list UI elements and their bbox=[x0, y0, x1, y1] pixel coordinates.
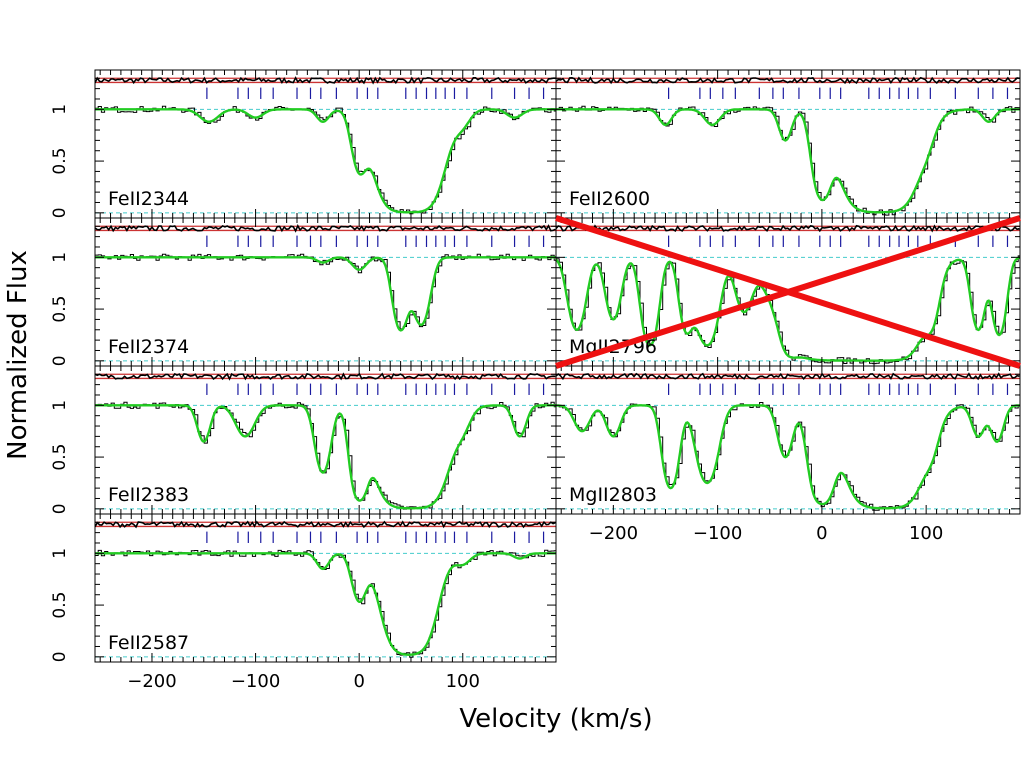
residual-trace bbox=[95, 76, 556, 85]
panel-label: FeII2587 bbox=[108, 632, 189, 654]
model-fit-line bbox=[556, 256, 1020, 362]
y-tick-label: 0 bbox=[50, 503, 70, 514]
x-tick-label: 0 bbox=[816, 523, 827, 544]
residual-trace bbox=[556, 224, 1020, 233]
x-tick-label: 0 bbox=[353, 671, 364, 692]
x-tick-label: −200 bbox=[127, 671, 176, 692]
panel-feii2383: 0 0.5 1 FeII2383 bbox=[50, 365, 557, 515]
model-fit-line bbox=[556, 108, 1020, 214]
y-tick-label: 0 bbox=[50, 651, 70, 662]
x-tick-label: −100 bbox=[693, 523, 742, 544]
panel-plot-area bbox=[95, 520, 556, 658]
residual-trace bbox=[95, 520, 556, 529]
cross-out-layer bbox=[555, 215, 1021, 369]
model-fit-line bbox=[95, 256, 556, 332]
data-spectrum bbox=[95, 253, 556, 330]
cross-out-stroke bbox=[555, 215, 1021, 369]
y-tick-label: 0 bbox=[50, 355, 70, 366]
model-fit-line bbox=[95, 552, 556, 657]
y-tick-label: 1 bbox=[50, 548, 70, 559]
panel-feii2344: 0 0.5 1 FeII2344 bbox=[50, 69, 557, 219]
x-tick-label: 100 bbox=[446, 671, 480, 692]
residual-trace bbox=[556, 372, 1020, 381]
y-tick-label: 1 bbox=[50, 104, 70, 115]
model-fit-line bbox=[556, 404, 1020, 510]
y-tick-label: 0 bbox=[50, 207, 70, 218]
y-tick-label: 0.5 bbox=[50, 444, 70, 471]
panel-frame bbox=[94, 513, 557, 663]
panel-plot-area bbox=[95, 223, 556, 362]
panel-feii2600: FeII2600 bbox=[555, 69, 1021, 219]
panel-plot-area bbox=[556, 76, 1020, 216]
x-tick-label: −100 bbox=[231, 671, 280, 692]
residual-trace bbox=[556, 76, 1020, 85]
panel-label: FeII2344 bbox=[108, 188, 189, 210]
y-tick-label: 0.5 bbox=[50, 296, 70, 323]
model-fit-line bbox=[95, 108, 556, 214]
y-tick-label: 1 bbox=[50, 400, 70, 411]
panel-frame bbox=[555, 365, 1021, 515]
residual-trace bbox=[95, 223, 556, 233]
y-tick-label: 1 bbox=[50, 252, 70, 263]
x-axis-title: Velocity (km/s) bbox=[459, 704, 652, 734]
residual-trace bbox=[95, 372, 556, 381]
y-tick-label: 0.5 bbox=[50, 592, 70, 619]
model-fit-line bbox=[95, 404, 556, 510]
panel-feii2374: 0 0.5 1 FeII2374 bbox=[50, 217, 557, 367]
panel-plot-area bbox=[95, 372, 556, 510]
panel-label: FeII2383 bbox=[108, 484, 189, 506]
data-spectrum bbox=[95, 401, 556, 510]
x-tick-label: −200 bbox=[589, 523, 638, 544]
data-spectrum bbox=[95, 105, 556, 215]
panel-mgii2803: −200 −100 0 100 MgII2803 bbox=[555, 365, 1021, 544]
panel-plot-area bbox=[556, 224, 1020, 365]
panels-layer: 00.51FeII234400.51FeII237400.51FeII23830… bbox=[50, 69, 1021, 692]
panel-label: FeII2374 bbox=[108, 336, 189, 358]
panel-label: MgII2803 bbox=[569, 484, 657, 506]
panel-plot-area bbox=[556, 372, 1020, 511]
panel-feii2587: 0 0.5 1 −200 −100 0 100 FeII2587 bbox=[50, 513, 557, 692]
y-axis-title: Normalized Flux bbox=[3, 250, 33, 460]
y-tick-label: 0.5 bbox=[50, 148, 70, 175]
panel-plot-area bbox=[95, 76, 556, 215]
panel-label: FeII2600 bbox=[569, 188, 650, 210]
x-tick-label: 100 bbox=[909, 523, 943, 544]
